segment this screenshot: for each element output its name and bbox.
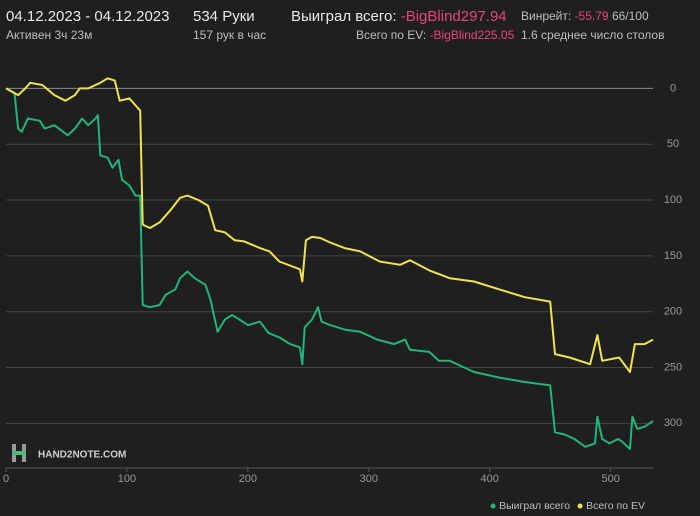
y-tick-label: 300 xyxy=(664,417,682,429)
logo: HAND2NOTE.COM xyxy=(38,450,126,461)
logo-mark xyxy=(12,451,26,455)
x-tick-label: 300 xyxy=(360,473,378,485)
ev-label: Всего по EV: xyxy=(356,28,427,42)
ev-total: Всего по EV: -BigBlind225.05 xyxy=(356,28,514,42)
winrate-confidence: 66/100 xyxy=(611,9,649,23)
legend-label: Всего по EV xyxy=(586,500,645,512)
x-tick-label: 500 xyxy=(601,473,619,485)
y-tick-label: 200 xyxy=(664,306,682,318)
ev-value: -BigBlind225.05 xyxy=(429,28,515,42)
tables: 1.6 среднее число столов xyxy=(521,28,665,42)
won-value: -BigBlind297.94 xyxy=(400,8,507,25)
legend-label: Выиграл всего xyxy=(499,500,570,512)
y-tick-label: 150 xyxy=(664,250,682,262)
y-tick-label: 0 xyxy=(670,82,676,94)
won-total: Выиграл всего: -BigBlind297.94 xyxy=(291,8,507,25)
legend-swatch xyxy=(490,503,496,509)
x-tick-label: 200 xyxy=(239,473,257,485)
active-time: Активен 3ч 23м xyxy=(6,28,93,42)
y-tick-label: 50 xyxy=(667,138,679,150)
won-label: Выиграл всего: xyxy=(291,8,397,25)
x-tick-label: 400 xyxy=(481,473,499,485)
y-tick-label: 100 xyxy=(664,194,682,206)
series-line xyxy=(5,87,654,450)
winrate: Винрейт: -55.79 66/100 xyxy=(521,9,649,23)
legend-swatch xyxy=(577,503,583,509)
winrate-value: -55.79 xyxy=(574,9,609,23)
y-tick-label: 250 xyxy=(664,361,682,373)
series-line xyxy=(5,77,654,373)
date-range: 04.12.2023 - 04.12.2023 xyxy=(6,8,170,25)
hands-per-hour: 157 рук в час xyxy=(193,28,267,42)
x-tick-label: 0 xyxy=(3,473,9,485)
winrate-label: Винрейт: xyxy=(521,9,572,23)
x-tick-label: 100 xyxy=(118,473,136,485)
hands: 534 Руки xyxy=(193,8,255,25)
